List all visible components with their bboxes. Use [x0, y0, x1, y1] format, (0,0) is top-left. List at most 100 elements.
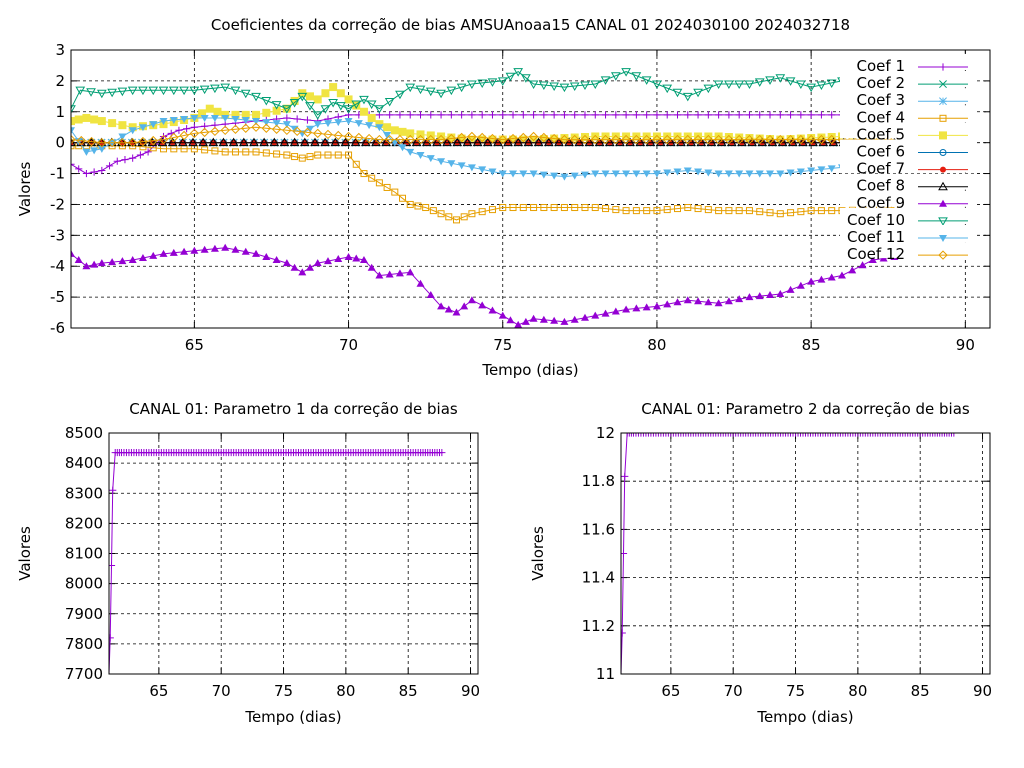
data-point [816, 433, 825, 437]
data-point [744, 80, 755, 89]
data-point [663, 132, 672, 141]
plot-area [71, 68, 900, 328]
plot-frame [108, 432, 479, 675]
data-point [621, 472, 629, 480]
data-point [611, 134, 621, 145]
data-point [826, 433, 835, 437]
data-point [742, 433, 750, 437]
data-point [881, 433, 889, 437]
data-point [390, 126, 399, 135]
data-point [754, 78, 765, 87]
data-point [506, 316, 515, 324]
data-point [947, 433, 956, 437]
data-point [594, 137, 605, 147]
x-axis-label: Tempo (dias) [481, 361, 578, 379]
data-point [221, 148, 229, 156]
data-point [436, 134, 446, 145]
data-point [776, 433, 785, 437]
data-point [539, 132, 549, 143]
data-point [213, 107, 222, 116]
x-tick-label: 65 [185, 336, 204, 354]
data-point [775, 134, 786, 145]
data-point [714, 299, 723, 307]
legend-label: Coef 4 [857, 108, 905, 126]
data-point [755, 134, 765, 145]
data-point [722, 433, 730, 437]
data-point [406, 111, 414, 119]
data-point [74, 115, 83, 124]
data-point [571, 111, 579, 119]
data-point [799, 433, 807, 437]
data-point [529, 170, 538, 178]
data-point [622, 207, 630, 215]
data-point [652, 433, 660, 437]
legend-marker [938, 217, 948, 226]
data-point [724, 80, 734, 89]
data-point [786, 135, 795, 144]
data-point [333, 130, 343, 141]
data-point [775, 74, 786, 83]
legend-marker [939, 131, 947, 140]
data-point [97, 137, 107, 148]
data-point [395, 134, 405, 145]
data-point [591, 132, 600, 141]
data-point [334, 255, 343, 263]
data-point [86, 88, 96, 97]
data-point [766, 209, 774, 217]
data-point [807, 277, 816, 285]
data-point [189, 128, 200, 139]
data-point [521, 317, 530, 325]
data-point [340, 137, 351, 147]
data-point [405, 83, 416, 93]
data-point [755, 292, 764, 300]
data-point [252, 110, 261, 119]
data-point [478, 208, 486, 216]
series-coef-4 [71, 142, 898, 224]
x-tick-label: 90 [973, 682, 992, 700]
data-point [395, 269, 404, 277]
data-point [429, 207, 437, 215]
data-point [442, 137, 452, 147]
x-tick-label: 90 [461, 682, 480, 700]
x-tick-label: 85 [399, 682, 418, 700]
data-point [643, 207, 651, 215]
data-point [699, 433, 707, 437]
data-point [735, 207, 743, 215]
legend-bg [840, 71, 975, 88]
plot-frame [70, 49, 991, 329]
data-point [639, 433, 648, 437]
data-point [894, 433, 902, 437]
data-point [188, 137, 198, 147]
data-point [136, 151, 144, 159]
data-point [807, 207, 815, 215]
data-point [427, 111, 435, 119]
legend-label: Coef 3 [857, 91, 905, 109]
data-point [581, 111, 589, 119]
data-point [786, 285, 795, 293]
data-point [169, 132, 179, 143]
data-point [644, 433, 653, 437]
legend-bg [840, 139, 975, 156]
data-point [488, 306, 497, 314]
data-point [365, 122, 374, 130]
data-point [663, 300, 672, 308]
data-point [468, 210, 476, 218]
data-point [199, 127, 210, 138]
data-point [694, 132, 703, 141]
data-point [118, 257, 127, 265]
data-point [931, 433, 939, 437]
data-point [766, 135, 775, 144]
data-point [929, 433, 937, 437]
data-point [458, 111, 466, 119]
data-point [684, 111, 692, 119]
data-point [437, 302, 446, 310]
data-point [745, 207, 753, 215]
y-axis-label: Valores [16, 162, 34, 217]
data-point [447, 160, 456, 168]
data-point [621, 629, 626, 637]
data-point [735, 295, 744, 303]
data-point [477, 132, 487, 143]
data-point [200, 114, 209, 122]
data-point [901, 433, 909, 437]
data-point [482, 137, 493, 147]
